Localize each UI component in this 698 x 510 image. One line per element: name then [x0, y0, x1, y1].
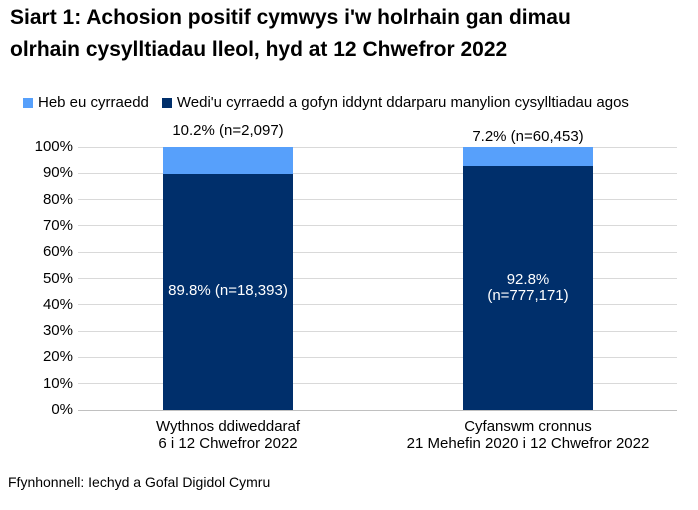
chart-title: Siart 1: Achosion positif cymwys i'w hol…: [10, 2, 690, 66]
y-axis-tick-label-0: 0%: [51, 401, 73, 418]
y-axis-tick-label-30: 30%: [42, 322, 73, 340]
source-note: Ffynhonnell: Iechyd a Gofal Digidol Cymr…: [8, 474, 271, 490]
gridline-40: [78, 304, 677, 306]
bar-cyfanswm-cronnus[interactable]: 92.8% (n=777,171): [463, 147, 593, 410]
chart-title-line1: Siart 1: Achosion positif cymwys i'w hol…: [10, 6, 571, 29]
legend-label-heb-eu-cyrraedd: Heb eu cyrraedd: [38, 94, 149, 111]
y-axis-tick-label-60: 60%: [42, 243, 73, 261]
gridline-100: [78, 146, 677, 148]
gridline-0: [78, 409, 677, 411]
bar1-label-above: 10.2% (n=2,097): [172, 122, 284, 139]
x-axis-label-bar2-line1: Cyfanswm cronnus: [464, 418, 592, 435]
plot-area: 10.2% (n=2,097) 7.2% (n=60,453) 89.8% (n…: [35, 122, 677, 452]
gridline-10: [78, 383, 677, 385]
x-axis-label-bar2-line2: 21 Mehefin 2020 i 12 Chwefror 2022: [406, 435, 650, 452]
bar1-inside-label: 89.8% (n=18,393): [163, 281, 293, 299]
legend: Heb eu cyrraedd Wedi'u cyrraedd a gofyn …: [23, 94, 629, 111]
gridline-80: [78, 199, 677, 201]
y-axis-tick-label-20: 20%: [42, 348, 73, 366]
gridline-90: [78, 172, 677, 174]
bar2-inside-label-line1: 92.8%: [506, 270, 550, 288]
bar2-label-above: 7.2% (n=60,453): [472, 128, 584, 145]
gridline-70: [78, 225, 677, 227]
y-axis-tick-label-40: 40%: [42, 295, 73, 313]
bar1-segment-heb-eu-cyrraedd[interactable]: [163, 147, 293, 174]
y-axis-tick-label-80: 80%: [42, 190, 73, 208]
legend-item-heb-eu-cyrraedd: Heb eu cyrraedd: [23, 94, 149, 111]
x-axis-label-bar1-line2: 6 i 12 Chwefror 2022: [158, 435, 298, 452]
y-axis-tick-label-70: 70%: [42, 216, 73, 234]
legend-item-wedi-cyrraedd: Wedi'u cyrraedd a gofyn iddynt ddarparu …: [161, 94, 629, 111]
y-axis-tick-label-10: 10%: [42, 374, 73, 392]
y-axis-tick-label-90: 90%: [42, 164, 73, 182]
bar1-inside-label-line1: 89.8% (n=18,393): [168, 281, 288, 299]
bar1-segment-wedi-cyrraedd[interactable]: 89.8% (n=18,393): [163, 173, 293, 410]
legend-swatch-light-blue-icon: [23, 97, 33, 108]
chart-title-line2: olrhain cysylltiadau lleol, hyd at 12 Ch…: [10, 38, 508, 61]
gridline-60: [78, 251, 677, 253]
bar-wythnos-ddiweddaraf[interactable]: 89.8% (n=18,393): [163, 147, 293, 410]
y-axis-tick-label-100: 100%: [34, 138, 73, 155]
gridline-20: [78, 356, 677, 358]
legend-label-wedi-cyrraedd: Wedi'u cyrraedd a gofyn iddynt ddarparu …: [176, 94, 629, 111]
gridline-50: [78, 278, 677, 279]
x-axis-label-bar1: Wythnos ddiweddaraf 6 i 12 Chwefror 2022: [88, 418, 368, 452]
bar2-segment-heb-eu-cyrraedd[interactable]: [463, 147, 593, 166]
bar2-inside-label: 92.8% (n=777,171): [463, 270, 593, 304]
y-axis-tick-label-50: 50%: [42, 269, 73, 287]
x-axis-label-bar1-line1: Wythnos ddiweddaraf: [155, 418, 301, 435]
gridline-30: [78, 330, 677, 332]
bar2-segment-wedi-cyrraedd[interactable]: 92.8% (n=777,171): [463, 165, 593, 410]
bar2-inside-label-line2: (n=777,171): [487, 286, 569, 304]
x-axis-label-bar2: Cyfanswm cronnus 21 Mehefin 2020 i 12 Chw…: [388, 418, 668, 452]
legend-swatch-dark-blue-icon: [161, 97, 172, 108]
